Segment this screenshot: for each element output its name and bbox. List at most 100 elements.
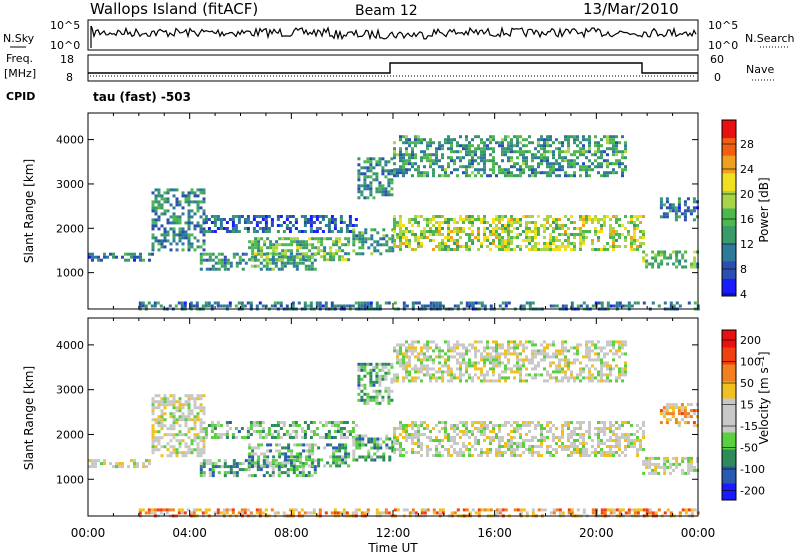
echo-cell — [432, 349, 435, 353]
echo-cell — [609, 454, 612, 457]
echo-cell — [624, 147, 627, 151]
echo-cell — [618, 245, 621, 248]
echo-cell — [157, 227, 161, 231]
echo-cell — [498, 508, 502, 512]
echo-cell — [157, 421, 161, 425]
echo-cell — [462, 451, 465, 454]
echo-cell — [269, 243, 273, 247]
echo-cell — [636, 454, 639, 457]
echo-cell — [480, 138, 483, 142]
echo-cell — [543, 508, 547, 512]
echo-cell — [657, 508, 661, 512]
echo-cell — [567, 511, 571, 515]
echo-cell — [525, 439, 528, 442]
echo-cell — [417, 215, 420, 218]
echo-cell — [558, 245, 561, 248]
echo-cell — [534, 174, 537, 178]
echo-cell — [528, 361, 531, 365]
echo-cell — [301, 261, 305, 265]
echo-cell — [169, 454, 173, 458]
echo-cell — [659, 200, 663, 204]
echo-cell — [683, 212, 687, 216]
echo-cell — [384, 389, 388, 393]
echo-cell — [363, 187, 367, 191]
echo-cell — [600, 370, 603, 374]
echo-cell — [211, 264, 215, 268]
echo-cell — [287, 258, 291, 262]
echo-cell — [477, 156, 480, 160]
echo-cell — [172, 215, 176, 219]
echo-cell — [636, 239, 639, 242]
echo-cell — [195, 508, 199, 512]
echo-cell — [216, 218, 220, 221]
echo-cell — [681, 265, 685, 269]
echo-cell — [222, 227, 226, 230]
echo-cell — [564, 215, 567, 218]
echo-cell — [181, 191, 185, 195]
echo-cell — [474, 448, 477, 451]
echo-cell — [357, 392, 361, 396]
echo-cell — [237, 301, 241, 305]
echo-cell — [495, 436, 498, 439]
echo-cell — [391, 234, 395, 238]
echo-cell — [534, 153, 537, 157]
echo-cell — [159, 511, 163, 515]
echo-cell — [405, 138, 408, 142]
echo-cell — [327, 421, 331, 424]
echo-cell — [594, 141, 597, 145]
echo-cell — [498, 511, 502, 515]
echo-cell — [187, 400, 191, 404]
echo-cell — [326, 443, 330, 447]
echo-cell — [332, 240, 336, 244]
echo-cell — [674, 406, 678, 410]
echo-cell — [387, 184, 391, 188]
echo-cell — [246, 433, 250, 436]
echo-cell — [426, 174, 429, 178]
echo-cell — [156, 508, 160, 512]
echo-cell — [531, 343, 534, 347]
echo-cell — [465, 448, 468, 451]
echo-cell — [258, 424, 262, 427]
echo-cell — [254, 258, 258, 262]
echo-cell — [157, 218, 161, 222]
echo-cell — [609, 236, 612, 239]
echo-cell — [193, 212, 197, 216]
echo-cell — [597, 236, 600, 239]
echo-cell — [405, 162, 408, 166]
echo-cell — [471, 424, 474, 427]
echo-cell — [426, 370, 429, 374]
echo-cell — [208, 471, 212, 475]
echo-cell — [355, 234, 359, 238]
echo-cell — [534, 364, 537, 368]
echo-cell — [329, 246, 333, 250]
echo-cell — [384, 374, 388, 378]
echo-cell — [447, 230, 450, 233]
echo-cell — [510, 174, 513, 178]
echo-cell — [335, 237, 339, 241]
echo-cell — [417, 376, 420, 380]
echo-cell — [558, 218, 561, 221]
echo-cell — [456, 340, 459, 344]
echo-cell — [525, 165, 528, 169]
echo-cell — [627, 230, 630, 233]
echo-cell — [94, 255, 97, 259]
echo-cell — [552, 361, 555, 365]
echo-cell — [338, 246, 342, 250]
echo-cell — [187, 215, 191, 219]
echo-cell — [546, 436, 549, 439]
echo-cell — [382, 458, 386, 462]
echo-cell — [408, 159, 411, 163]
echo-cell — [468, 153, 471, 157]
echo-cell — [477, 421, 480, 424]
echo-cell — [193, 191, 197, 195]
echo-cell — [659, 421, 663, 425]
echo-cell — [175, 218, 179, 222]
echo-cell — [594, 135, 597, 139]
echo-cell — [411, 224, 414, 227]
echo-cell — [447, 138, 450, 142]
echo-cell — [495, 511, 499, 515]
echo-cell — [199, 418, 203, 422]
echo-cell — [459, 430, 462, 433]
echo-cell — [308, 458, 312, 462]
echo-cell — [579, 343, 582, 347]
